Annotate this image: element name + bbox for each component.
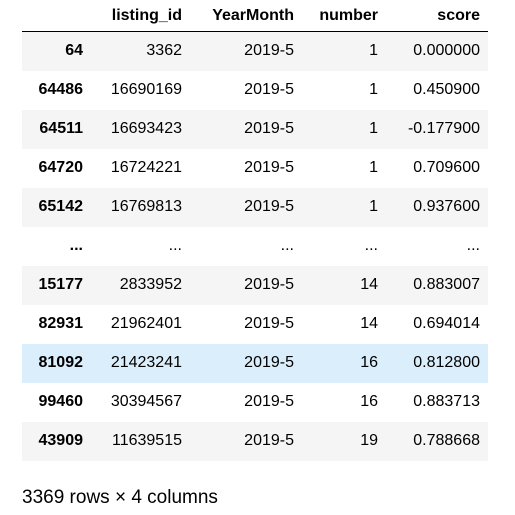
cell-score: ... (466, 237, 480, 254)
table-row: 65142 16769813 2019-5 1 0.937600 (22, 187, 488, 227)
dataframe-table: listing_id YearMonth number score 64 336… (22, 0, 488, 461)
row-index: 64720 (38, 159, 84, 176)
index-header (22, 0, 91, 32)
row-index: 82931 (38, 315, 84, 332)
cell-yearmonth: 2019-5 (244, 393, 294, 410)
cell-listing-id: 21423241 (110, 354, 182, 371)
cell-score: 0.709600 (413, 159, 480, 176)
table-row: 43909 11639515 2019-5 19 0.788668 (22, 421, 488, 461)
cell-number: 1 (369, 42, 378, 60)
table-row: 15177 2833952 2019-5 14 0.883007 (22, 265, 488, 305)
cell-listing-id: 3362 (146, 42, 182, 60)
row-index: ... (69, 237, 83, 254)
column-header-yearmonth: YearMonth (190, 0, 302, 32)
cell-score: 0.812800 (413, 354, 480, 371)
dataframe-output: listing_id YearMonth number score 64 336… (22, 0, 488, 461)
row-index: 64 (65, 42, 83, 60)
cell-yearmonth: 2019-5 (244, 42, 294, 60)
cell-number: 1 (369, 81, 378, 98)
row-index: 43909 (38, 432, 84, 449)
cell-score: -0.177900 (407, 120, 480, 137)
cell-yearmonth: 2019-5 (244, 198, 294, 215)
table-row: 64720 16724221 2019-5 1 0.709600 (22, 149, 488, 188)
table-row: 82931 21962401 2019-5 14 0.694014 (22, 305, 488, 344)
cell-yearmonth: 2019-5 (244, 159, 294, 176)
cell-score: 0.694014 (413, 315, 480, 332)
row-index: 15177 (38, 276, 84, 293)
cell-number: 16 (360, 393, 378, 410)
cell-score: 0.788668 (413, 432, 480, 449)
cell-listing-id: 16724221 (110, 159, 182, 176)
cell-yearmonth: ... (280, 237, 294, 254)
cell-score: 0.937600 (413, 198, 480, 215)
ellipsis-row: ... ... ... ... ... (22, 227, 488, 266)
cell-listing-id: 21962401 (110, 315, 182, 332)
row-index: 65142 (38, 198, 84, 215)
cell-number: 14 (360, 315, 378, 332)
header-row: listing_id YearMonth number score (22, 0, 488, 32)
cell-listing-id: 2833952 (119, 276, 182, 293)
cell-score: 0.883007 (413, 276, 480, 293)
column-header-score: score (386, 0, 488, 32)
column-header-listing-id: listing_id (91, 0, 190, 32)
cell-listing-id: 16769813 (110, 198, 182, 215)
cell-number: 19 (360, 432, 378, 449)
row-index: 99460 (38, 393, 84, 410)
row-index: 81092 (38, 354, 84, 371)
cell-yearmonth: 2019-5 (244, 120, 294, 137)
cell-number: 16 (360, 354, 378, 371)
table-body: 64 3362 2019-5 1 0.000000 64486 16690169… (22, 31, 488, 461)
cell-listing-id: 30394567 (110, 393, 182, 410)
cell-score: 0.883713 (413, 393, 480, 410)
cell-listing-id: 16693423 (110, 120, 182, 137)
row-index: 64511 (39, 120, 83, 137)
cell-yearmonth: 2019-5 (244, 276, 294, 293)
row-index: 64486 (38, 81, 84, 98)
cell-listing-id: 11639515 (112, 432, 182, 449)
cell-number: 14 (360, 276, 378, 293)
cell-number: 1 (369, 198, 378, 215)
cell-score: 0.000000 (413, 42, 480, 60)
cell-yearmonth: 2019-5 (244, 432, 294, 449)
cell-number: 1 (369, 120, 378, 137)
table-row-hovered: 81092 21423241 2019-5 16 0.812800 (22, 343, 488, 383)
table-row: 64486 16690169 2019-5 1 0.450900 (22, 71, 488, 110)
table-row: 64 3362 2019-5 1 0.000000 (22, 31, 488, 71)
cell-yearmonth: 2019-5 (244, 81, 294, 98)
cell-number: 1 (369, 159, 378, 176)
table-row: 64511 16693423 2019-5 1 -0.177900 (22, 109, 488, 149)
cell-yearmonth: 2019-5 (244, 354, 294, 371)
cell-yearmonth: 2019-5 (244, 315, 294, 332)
cell-number: ... (364, 237, 378, 254)
cell-listing-id: 16690169 (110, 81, 182, 98)
cell-listing-id: ... (168, 237, 182, 254)
column-header-number: number (302, 0, 386, 32)
table-row: 99460 30394567 2019-5 16 0.883713 (22, 383, 488, 422)
cell-score: 0.450900 (413, 81, 480, 98)
dataframe-shape-summary: 3369 rows × 4 columns (22, 487, 218, 508)
